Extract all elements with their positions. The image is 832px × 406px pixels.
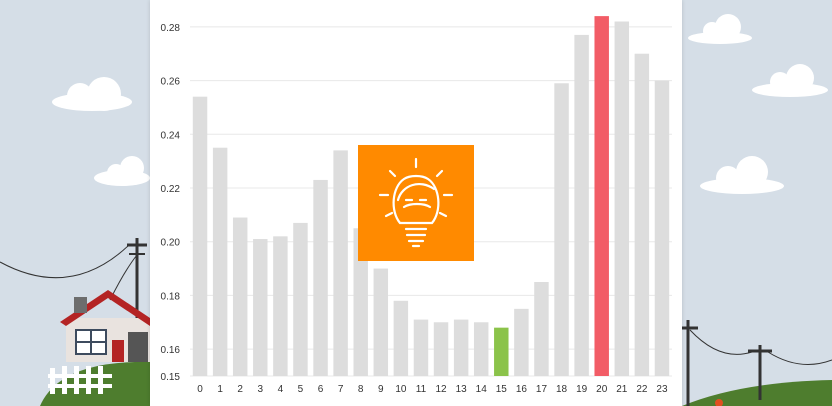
x-tick-label: 21 [616, 384, 628, 395]
bar-5[interactable] [293, 222, 308, 376]
bar-1[interactable] [212, 147, 228, 376]
x-tick-label: 18 [556, 384, 568, 395]
x-tick-label: 1 [217, 384, 223, 395]
bar-0[interactable] [192, 96, 208, 376]
bar-12[interactable] [433, 322, 449, 376]
cloud-icon [688, 14, 752, 44]
x-tick-label: 9 [378, 384, 384, 395]
y-tick-label: 0.26 [161, 77, 181, 88]
cloud-icon [752, 64, 828, 97]
y-tick-label: 0.24 [161, 130, 181, 141]
x-tick-label: 14 [476, 384, 488, 395]
bar-23[interactable] [654, 80, 670, 377]
bar-21[interactable] [614, 21, 630, 376]
y-tick-label: 0.22 [161, 184, 181, 195]
bar-19[interactable] [574, 34, 589, 377]
bar-8[interactable] [353, 228, 368, 376]
x-tick-label: 16 [516, 384, 528, 395]
bar-2[interactable] [232, 217, 248, 376]
y-tick-label: 0.15 [161, 372, 181, 383]
bar-17[interactable] [534, 282, 549, 376]
x-tick-label: 20 [596, 384, 608, 395]
x-tick-label: 3 [258, 384, 264, 395]
x-tick-label: 11 [416, 384, 427, 395]
x-tick-label: 8 [358, 384, 364, 395]
bar-7[interactable] [333, 150, 348, 376]
x-tick-label: 23 [656, 384, 668, 395]
flower-icon [715, 399, 723, 406]
x-tick-label: 12 [435, 384, 447, 395]
hill-left [40, 361, 150, 406]
y-tick-label: 0.16 [161, 345, 181, 356]
bar-3[interactable] [253, 239, 268, 376]
x-tick-label: 5 [298, 384, 304, 395]
bar-11[interactable] [413, 319, 429, 376]
bar-20[interactable] [594, 16, 609, 376]
utility-pole-icon [0, 238, 147, 330]
lightbulb-face-icon [378, 157, 454, 248]
x-tick-label: 17 [536, 384, 548, 395]
x-tick-label: 2 [237, 384, 243, 395]
bar-18[interactable] [554, 83, 569, 376]
hill-right [682, 380, 832, 406]
bar-4[interactable] [273, 236, 288, 376]
bar-15[interactable] [494, 327, 509, 376]
bar-9[interactable] [373, 268, 389, 376]
bar-6[interactable] [313, 179, 328, 376]
x-tick-label: 0 [197, 384, 203, 395]
x-tick-label: 19 [576, 384, 588, 395]
x-tick-label: 7 [338, 384, 344, 395]
bar-16[interactable] [514, 308, 529, 376]
y-tick-label: 0.20 [161, 238, 181, 249]
house-icon [60, 290, 150, 362]
x-tick-label: 4 [278, 384, 284, 395]
utility-pole-icon [682, 320, 832, 406]
x-tick-label: 13 [456, 384, 468, 395]
bar-13[interactable] [453, 319, 469, 376]
bar-14[interactable] [473, 322, 489, 376]
cloud-icon [52, 77, 132, 111]
bar-10[interactable] [393, 300, 409, 376]
lightbulb-badge [358, 145, 474, 261]
cloud-icon [700, 156, 784, 194]
y-tick-label: 0.18 [161, 291, 181, 302]
bar-22[interactable] [634, 53, 650, 376]
x-tick-label: 6 [318, 384, 324, 395]
x-tick-label: 15 [496, 384, 508, 395]
y-tick-label: 0.28 [161, 23, 181, 34]
x-tick-label: 22 [636, 384, 648, 395]
cloud-icon [94, 156, 150, 186]
fence-icon [48, 366, 112, 394]
x-tick-label: 10 [395, 384, 407, 395]
